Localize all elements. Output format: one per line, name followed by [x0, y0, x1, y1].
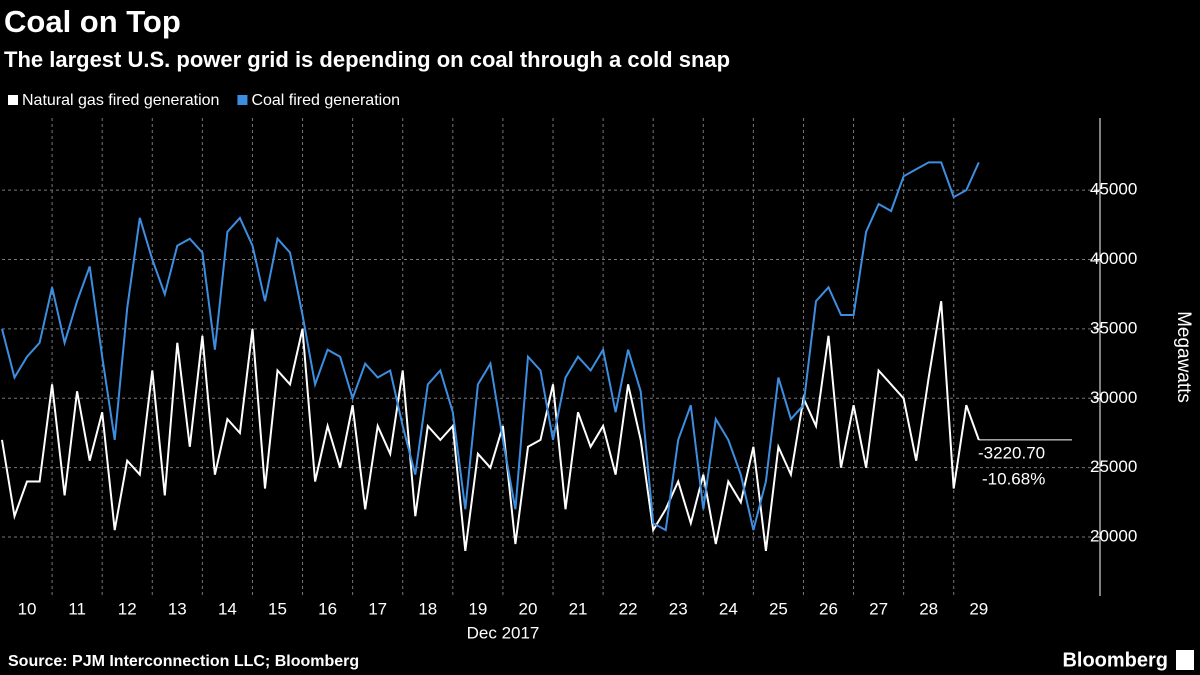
annotation: -3220.70	[978, 443, 1045, 462]
x-tick-label: 29	[969, 599, 988, 618]
x-tick-label: 23	[669, 599, 688, 618]
y-axis-label: Megawatts	[1173, 311, 1194, 403]
y-tick-label: 30000	[1090, 388, 1137, 407]
chart-subtitle: The largest U.S. power grid is depending…	[4, 47, 730, 72]
chart-title: Coal on Top	[4, 4, 181, 39]
x-tick-label: 24	[719, 599, 738, 618]
legend-swatch	[237, 95, 248, 105]
x-tick-label: 13	[168, 599, 187, 618]
x-tick-label: 14	[218, 599, 237, 618]
y-tick-label: 35000	[1090, 318, 1137, 337]
y-tick-label: 20000	[1090, 527, 1137, 546]
y-tick-label: 40000	[1090, 249, 1137, 268]
x-tick-label: 27	[869, 599, 888, 618]
legend-label: Coal fired generation	[251, 92, 400, 109]
line-series	[1, 161, 980, 532]
y-tick-label: 45000	[1090, 180, 1137, 199]
x-tick-label: 17	[368, 599, 387, 618]
brand: Bloomberg	[1062, 649, 1168, 671]
y-tick-label: 25000	[1090, 457, 1137, 476]
x-tick-label: 10	[18, 599, 37, 618]
legend-swatch	[8, 95, 18, 105]
annotation: -10.68%	[982, 469, 1045, 488]
x-tick-label: 25	[769, 599, 788, 618]
source: Source: PJM Interconnection LLC; Bloombe…	[8, 653, 359, 670]
brand-icon	[1176, 650, 1194, 670]
legend-label: Natural gas fired generation	[22, 92, 219, 109]
x-tick-label: 18	[418, 599, 437, 618]
line-series	[1, 301, 980, 552]
x-tick-label: 26	[819, 599, 838, 618]
x-tick-label: 22	[619, 599, 638, 618]
x-tick-label: 15	[268, 599, 287, 618]
x-tick-label: 19	[468, 599, 487, 618]
x-tick-label: 28	[919, 599, 938, 618]
x-tick-label: 12	[118, 599, 137, 618]
x-tick-label: 11	[68, 599, 86, 618]
x-tick-label: 20	[518, 599, 537, 618]
x-tick-label: 21	[569, 599, 588, 618]
x-axis-label: Dec 2017	[467, 623, 540, 642]
x-tick-label: 16	[318, 599, 337, 618]
